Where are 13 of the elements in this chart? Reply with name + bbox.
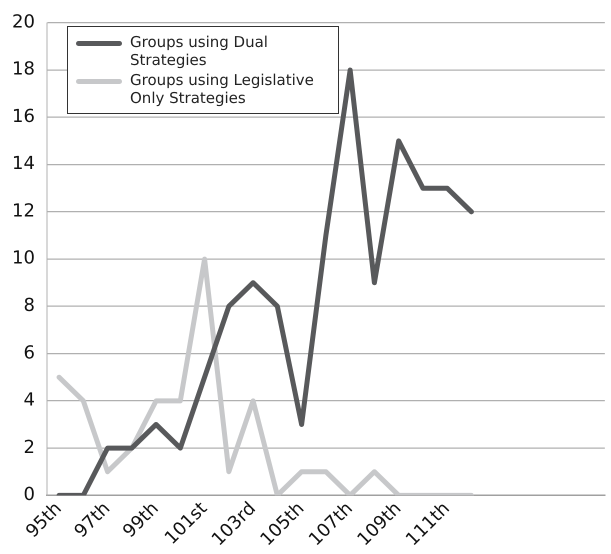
y-tick-label: 18 xyxy=(12,58,35,80)
y-tick-label: 4 xyxy=(23,390,35,411)
y-tick-label: 8 xyxy=(23,295,35,316)
y-tick-label: 12 xyxy=(12,200,35,222)
legend-label: Groups using Dual Strategies xyxy=(130,33,269,69)
y-tick-label: 6 xyxy=(23,342,35,364)
y-tick-label: 0 xyxy=(23,484,35,506)
y-tick-label: 10 xyxy=(12,248,35,269)
y-tick-label: 16 xyxy=(12,106,35,127)
y-tick-label: 2 xyxy=(23,436,35,458)
legend-label: Groups using Legislative Only Strategies xyxy=(130,71,315,107)
y-tick-label: 20 xyxy=(12,11,35,32)
y-tick-label: 14 xyxy=(12,153,35,174)
